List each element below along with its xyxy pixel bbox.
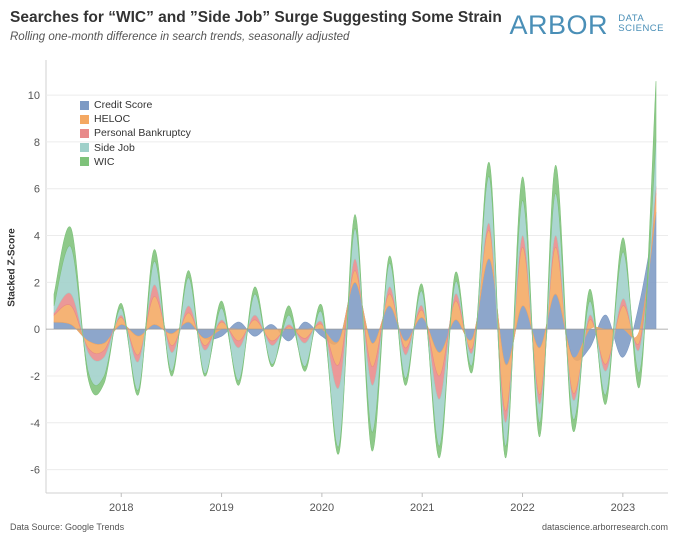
y-tick-label: 4 <box>34 231 40 243</box>
logo-subtitle: DATA SCIENCE <box>618 14 664 34</box>
legend-swatch <box>80 100 89 110</box>
y-tick-label: 0 <box>34 324 40 336</box>
legend-swatch <box>80 143 89 153</box>
logo-wordmark: ARBOR <box>509 10 608 40</box>
logo-sub-line1: DATA <box>618 13 645 24</box>
x-tick-label: 2022 <box>510 502 534 514</box>
area-series-wic <box>53 81 657 459</box>
legend-item: HELOC <box>80 112 191 126</box>
chart-title: Searches for “WIC” and ”Side Job” Surge … <box>10 9 502 26</box>
legend-item: Credit Score <box>80 98 191 112</box>
legend-label: Side Job <box>94 141 135 154</box>
legend-label: HELOC <box>94 113 131 126</box>
legend-label: Credit Score <box>94 99 153 112</box>
logo-sub-line2: SCIENCE <box>618 23 664 34</box>
y-tick-label: -6 <box>30 465 40 477</box>
legend-item: WIC <box>80 155 191 169</box>
legend-item: Personal Bankruptcy <box>80 126 191 140</box>
y-tick-label: -4 <box>30 418 40 430</box>
y-tick-label: 2 <box>34 277 40 289</box>
x-tick-label: 2021 <box>410 502 434 514</box>
x-tick-label: 2020 <box>310 502 334 514</box>
legend-swatch <box>80 157 89 167</box>
x-tick-label: 2023 <box>611 502 635 514</box>
footer-url: datascience.arborresearch.com <box>541 522 668 532</box>
data-source-note: Data Source: Google Trends <box>10 522 125 532</box>
y-tick-label: 6 <box>34 184 40 196</box>
legend-swatch <box>80 114 89 124</box>
y-tick-label: 10 <box>28 90 40 102</box>
y-tick-label: 8 <box>34 137 40 149</box>
legend-label: Personal Bankruptcy <box>94 127 191 140</box>
legend-swatch <box>80 128 89 138</box>
legend-item: Side Job <box>80 141 191 155</box>
x-tick-label: 2019 <box>209 502 233 514</box>
legend-label: WIC <box>94 155 115 168</box>
x-tick-label: 2018 <box>109 502 133 514</box>
chart-subtitle: Rolling one-month difference in search t… <box>10 31 350 43</box>
y-tick-label: -2 <box>30 371 40 383</box>
legend: Credit Score HELOC Personal Bankruptcy Side… <box>80 98 191 169</box>
